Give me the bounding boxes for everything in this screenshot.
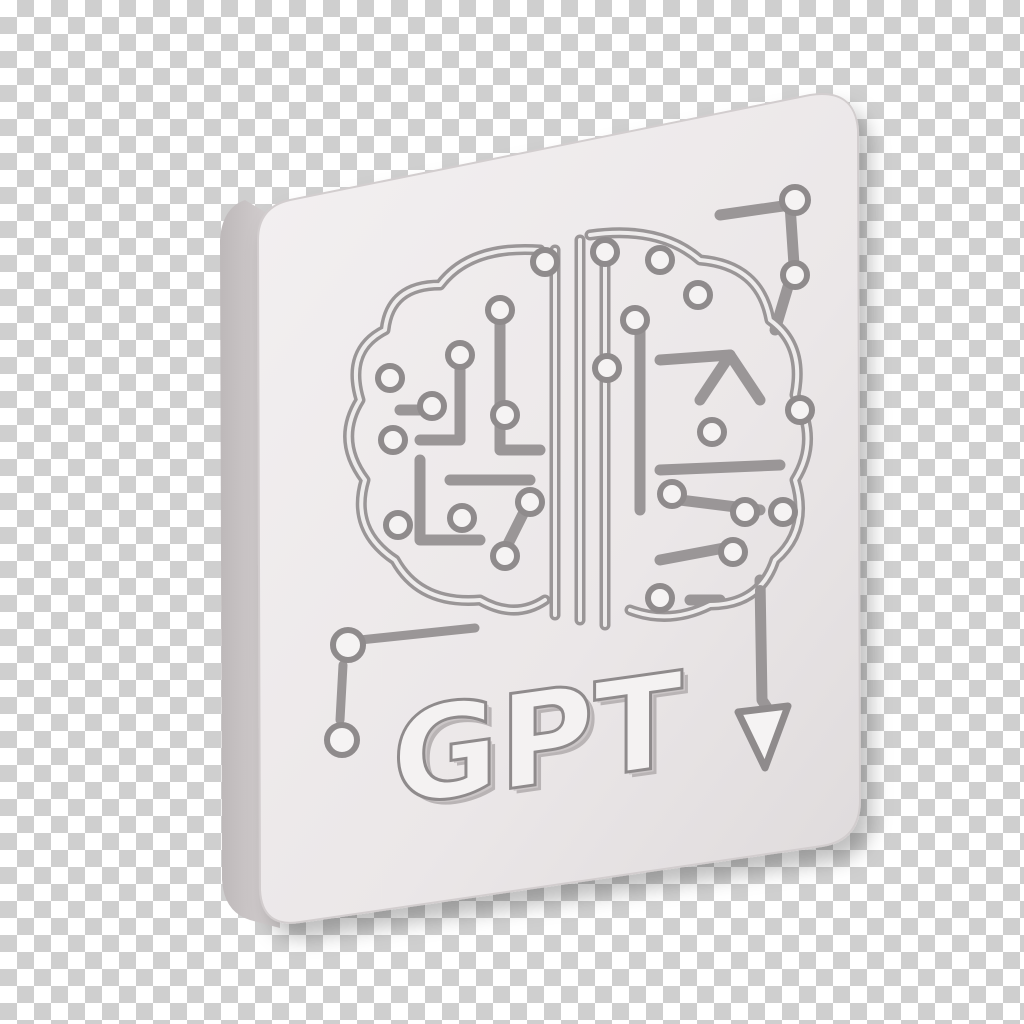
arrow-connector [734, 585, 792, 772]
circuit-nodes [375, 184, 815, 613]
left-connector [324, 623, 480, 758]
